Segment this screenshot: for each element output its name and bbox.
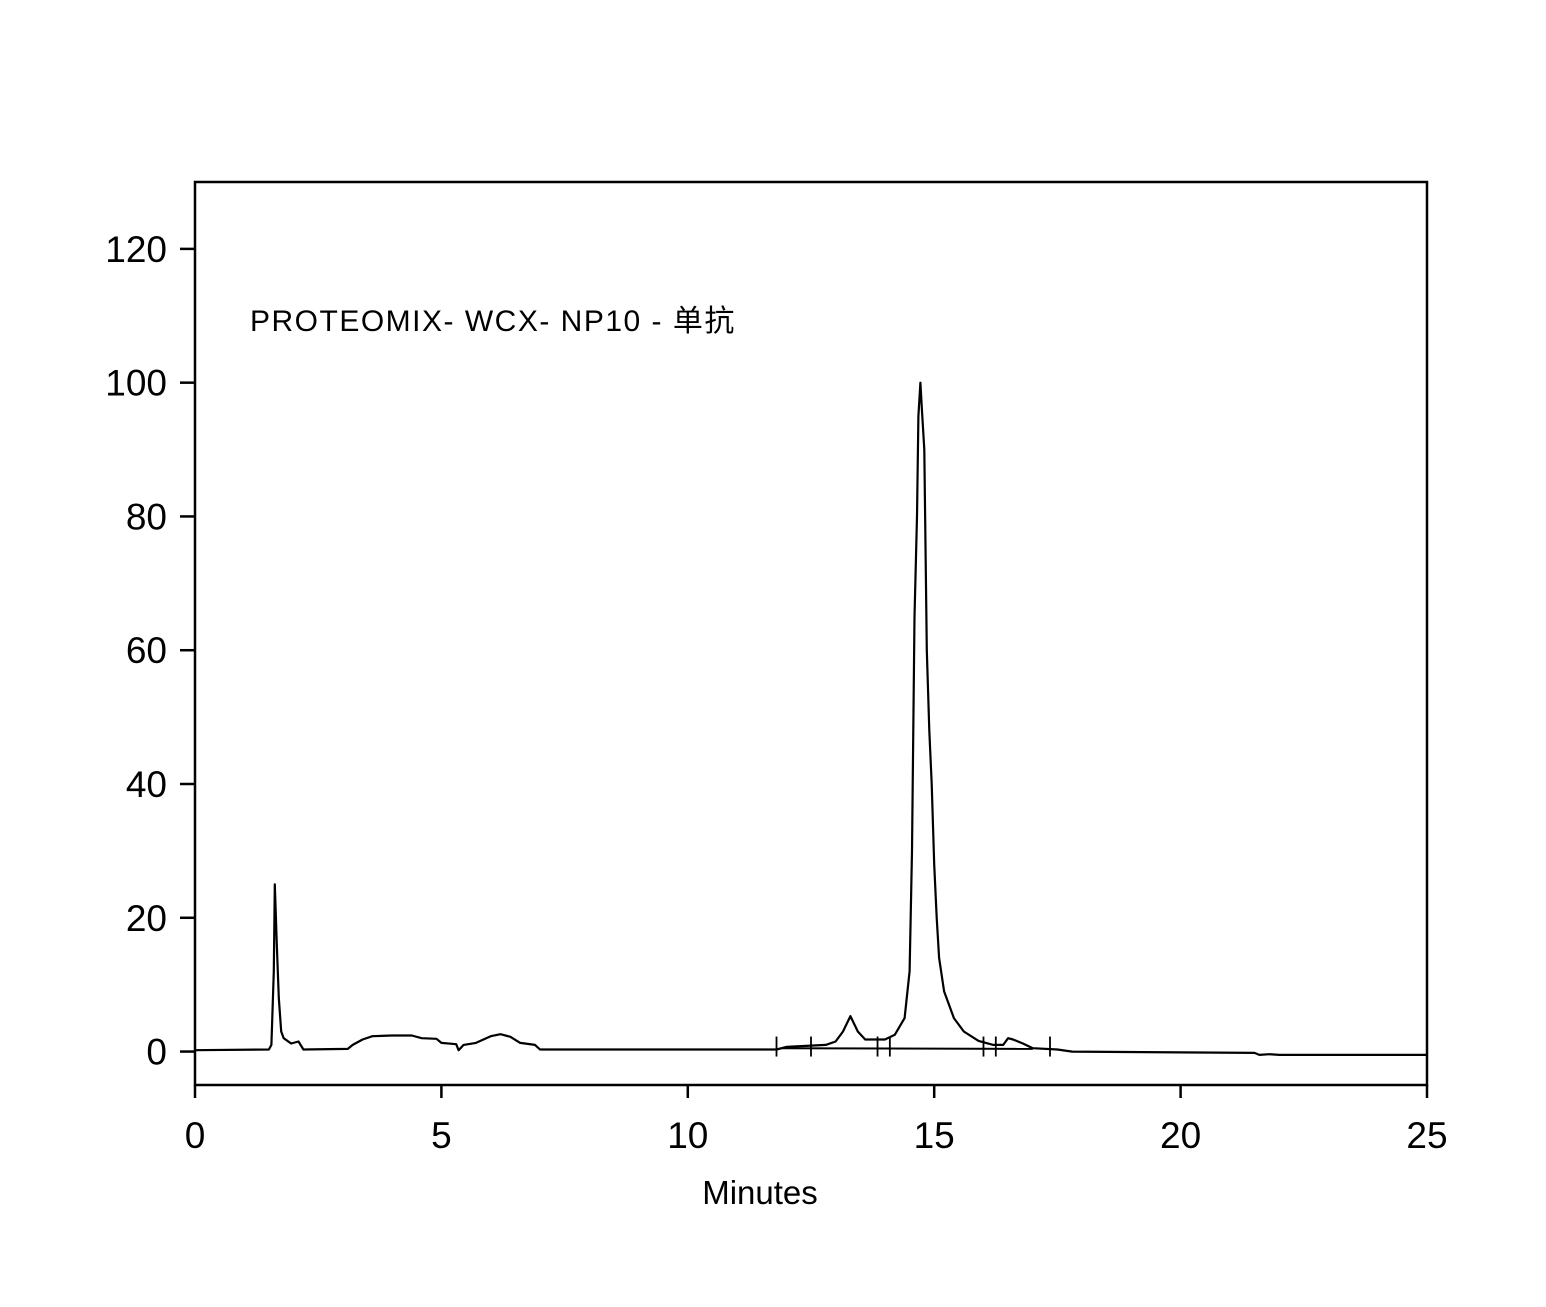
y-tick-label: 20 [126,898,167,939]
x-tick-label: 25 [1406,1115,1447,1156]
x-tick-label: 5 [431,1115,452,1156]
x-tick-label: 0 [185,1115,206,1156]
y-tick-label: 40 [126,764,167,805]
x-tick-label: 20 [1160,1115,1201,1156]
plot-frame [193,180,1429,1087]
integration-baseline [781,1047,1033,1050]
y-axis: 0 20 40 60 80 100 120 [105,229,195,1073]
x-tick-label: 15 [914,1115,955,1156]
y-tick-label: 80 [126,496,167,537]
x-axis-title: Minutes [702,1174,818,1211]
sample-annotation: PROTEOMIX- WCX- NP10 - 单抗 [250,305,736,338]
y-tick-label: 120 [105,229,167,270]
chromatogram-trace [194,381,1427,1056]
y-tick-label: 60 [126,630,167,671]
x-axis: 0 5 10 15 20 25 [185,1085,1448,1156]
x-tick-label: 10 [667,1115,708,1156]
y-tick-label: 0 [146,1032,167,1073]
y-tick-label: 100 [105,363,167,404]
